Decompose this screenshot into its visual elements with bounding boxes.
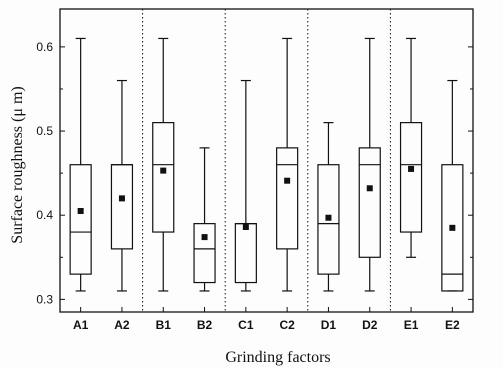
box-E1 bbox=[399, 122, 423, 233]
plot-frame bbox=[59, 8, 474, 313]
x-tick-label-E1: E1 bbox=[404, 318, 419, 332]
y-tick-label: 0.3 bbox=[36, 292, 53, 306]
box-A2 bbox=[110, 164, 134, 250]
mean-marker-C2 bbox=[284, 177, 291, 184]
mean-marker-D2 bbox=[366, 185, 373, 192]
y-tick-label: 0.4 bbox=[36, 208, 53, 222]
x-tick-label-A1: A1 bbox=[73, 318, 89, 332]
mean-marker-A2 bbox=[118, 195, 125, 202]
box-A1 bbox=[69, 164, 92, 275]
box-D1 bbox=[317, 164, 340, 275]
x-tick-label-C1: C1 bbox=[238, 318, 254, 332]
box-B1 bbox=[152, 122, 175, 233]
mean-marker-D1 bbox=[325, 214, 332, 221]
y-axis-title: Surface roughness (μ m) bbox=[9, 86, 26, 243]
mean-marker-B2 bbox=[201, 234, 208, 241]
x-tick-label-A2: A2 bbox=[114, 318, 130, 332]
y-tick-label: 0.6 bbox=[36, 40, 53, 54]
box-D2 bbox=[358, 147, 381, 258]
x-tick-label-B2: B2 bbox=[197, 318, 213, 332]
box-B2 bbox=[193, 223, 216, 284]
x-tick-label-C2: C2 bbox=[279, 318, 295, 332]
x-tick-label-D1: D1 bbox=[321, 318, 337, 332]
x-tick-label-B1: B1 bbox=[156, 318, 172, 332]
mean-marker-E1 bbox=[408, 165, 415, 172]
x-axis-title: Grinding factors bbox=[225, 349, 330, 366]
mean-marker-C1 bbox=[242, 223, 249, 230]
x-tick-label-E2: E2 bbox=[445, 318, 460, 332]
y-tick-label: 0.5 bbox=[36, 124, 53, 138]
box-C2 bbox=[276, 147, 299, 250]
mean-marker-A1 bbox=[77, 208, 84, 214]
x-tick-label-D2: D2 bbox=[362, 318, 378, 332]
mean-marker-B1 bbox=[160, 167, 167, 174]
box-E2 bbox=[441, 164, 464, 292]
box-C1 bbox=[234, 223, 257, 284]
mean-marker-E2 bbox=[449, 224, 456, 231]
